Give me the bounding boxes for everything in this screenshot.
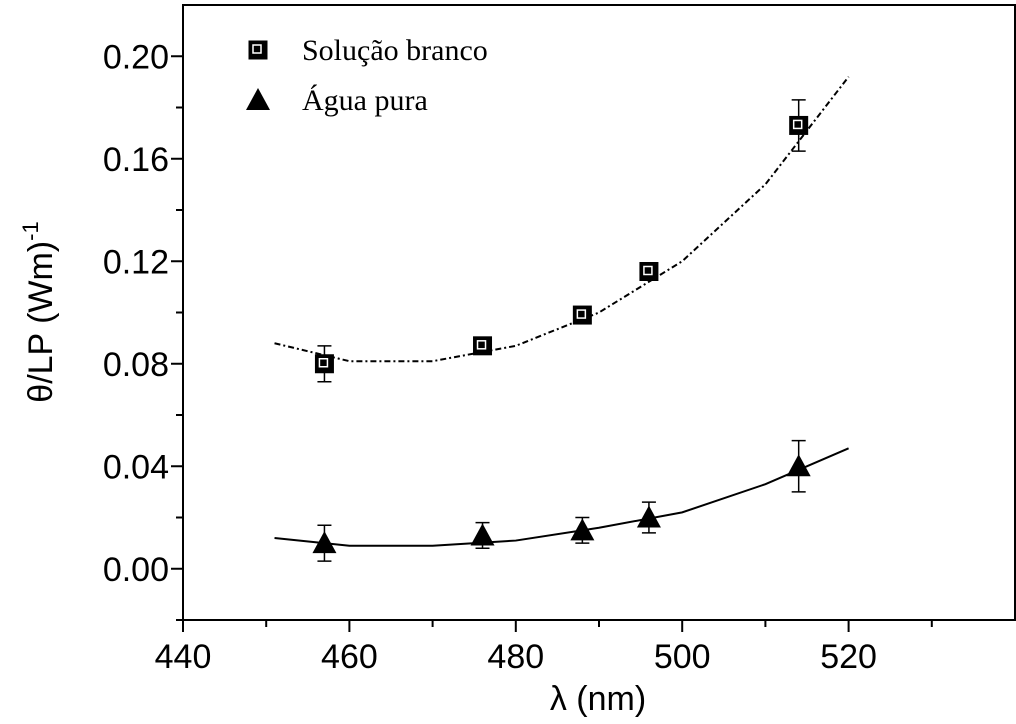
marker-highlight — [792, 119, 803, 130]
marker-highlight — [318, 358, 329, 368]
x-tick-label: 520 — [820, 638, 877, 676]
marker-shape — [789, 115, 809, 135]
marker-triangle — [312, 531, 337, 554]
marker-square — [473, 336, 493, 356]
marker-shape — [248, 40, 268, 60]
marker-square — [314, 354, 334, 374]
y-tick-label: 0.20 — [103, 38, 169, 76]
marker-square — [639, 262, 659, 281]
y-tick-label: 0.16 — [103, 141, 169, 179]
marker-highlight — [643, 265, 653, 276]
marker-highlight — [252, 44, 262, 54]
x-axis-label: λ (nm) — [550, 680, 646, 718]
marker-triangle — [636, 505, 661, 528]
marker-highlight — [576, 309, 587, 319]
y-tick-label: 0.08 — [103, 346, 169, 384]
marker-square — [248, 40, 268, 60]
marker-triangle — [470, 523, 495, 546]
y-tick-label: 0.00 — [103, 551, 169, 589]
y-tick-label: 0.04 — [103, 448, 169, 486]
y-tick-label: 0.12 — [103, 243, 169, 281]
x-tick-label: 440 — [155, 638, 212, 676]
fit-line — [274, 447, 849, 547]
y-axis-label-sup: -1 — [18, 221, 43, 241]
marker-shape — [314, 354, 334, 374]
x-tick-label: 500 — [654, 638, 711, 676]
fit-line — [274, 76, 850, 363]
y-axis-label-main: θ/LP (Wm) — [22, 241, 60, 403]
x-tick-label: 480 — [487, 638, 544, 676]
y-axis-label: θ/LP (Wm)-1 — [18, 221, 60, 402]
y-axis-label-group: θ/LP (Wm)-1 — [18, 221, 60, 402]
legend-label: Solução branco — [302, 34, 488, 67]
marker-highlight — [476, 340, 487, 350]
marker-shape — [639, 262, 659, 281]
marker-square — [572, 305, 592, 325]
legend-label: Água pura — [302, 84, 428, 117]
marker-triangle — [570, 518, 595, 541]
marker-shape — [572, 305, 592, 325]
x-tick-label: 460 — [321, 638, 378, 676]
marker-triangle — [246, 88, 270, 110]
marker-triangle — [786, 454, 811, 477]
marker-shape — [473, 336, 493, 356]
marker-square — [789, 115, 809, 135]
